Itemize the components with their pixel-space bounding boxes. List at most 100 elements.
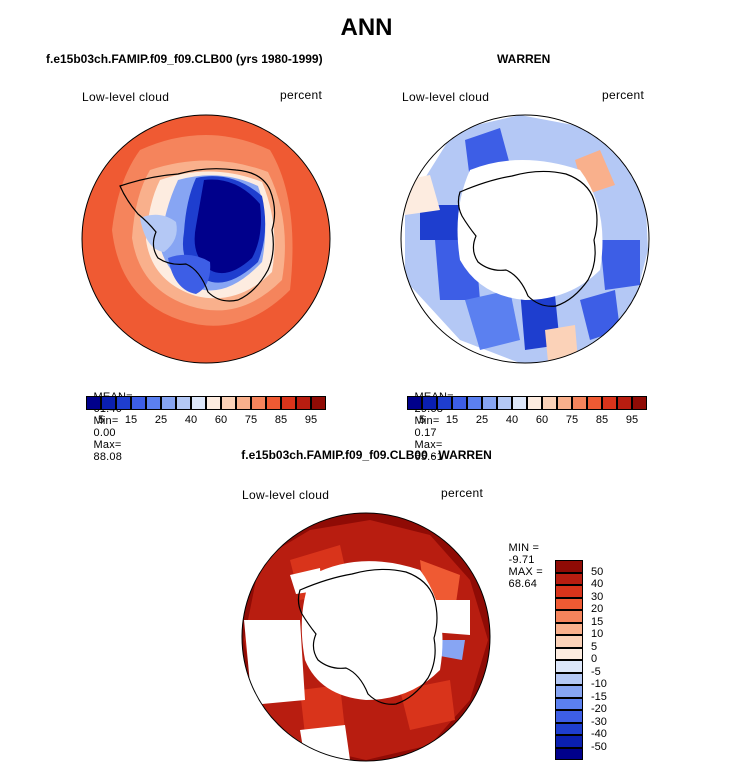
obs-map-border [400,114,650,364]
diff-colorbar-tick: 0 [591,653,598,665]
obs-colorbar-tick: 40 [505,414,519,426]
model-colorbar-box [251,396,266,410]
diff-colorbar-box [555,635,583,648]
diff-colorbar-tick: 50 [591,565,604,578]
model-colorbar-box [296,396,311,410]
diff-colorbar-tick: 15 [591,615,604,628]
obs-colorbar-box [467,396,482,410]
model-colorbar-box [236,396,251,410]
diff-colorbar-box [555,647,583,660]
obs-colorbar-box [572,396,587,410]
diff-colorbar-box [555,735,583,748]
diff-colorbar-box [555,722,583,735]
diff-colorbar-tick: 40 [591,578,604,590]
diff-colorbar-box [555,747,583,760]
model-colorbar-tick: 60 [214,414,228,426]
obs-colorbar-tick: 85 [595,414,609,426]
obs-colorbar-tick: 75 [565,414,579,426]
diff-polar-map [242,513,490,761]
diff-colorbar-tick: -30 [591,715,607,728]
diff-colorbar-box [555,685,583,698]
model-colorbar-box [176,396,191,410]
obs-min-value: 0.17 [414,427,437,439]
model-colorbar-tick: 15 [124,414,138,426]
obs-colorbar-box [512,396,527,410]
diff-colorbar-tick: -15 [591,690,607,703]
obs-colorbar-box [557,396,572,410]
model-map-border [81,114,331,364]
obs-colorbar-box [407,396,422,410]
model-max-label: Max= [93,439,122,451]
diff-colorbar-tick: 5 [591,640,598,653]
model-colorbar-tick: 40 [184,414,198,426]
obs-panel-title: WARREN [497,52,551,66]
diff-units-label: percent [441,486,484,500]
model-colorbar-box [281,396,296,410]
diff-colorbar-box [555,660,583,673]
model-colorbar-tick: 25 [154,414,168,426]
diff-min-label: MIN = [508,542,540,554]
diff-colorbar-tick: 20 [591,603,604,615]
diff-colorbar-box [555,710,583,723]
diff-panel-title: f.e15b03ch.FAMIP.f09_f09.CLB00 - WARREN [241,448,492,462]
obs-colorbar-box [437,396,452,410]
model-colorbar-tick: 85 [274,414,288,426]
model-colorbar-box [116,396,131,410]
obs-colorbar-tick: 15 [445,414,459,426]
diff-coastline [297,568,438,705]
obs-colorbar: 5 15 25 40 60 75 85 95 [407,396,647,430]
model-colorbar-box [101,396,116,410]
diff-max-label: MAX = [508,566,543,578]
model-min-value: 0.00 [93,427,116,439]
obs-variable-label: Low-level cloud [402,90,490,104]
model-max-value: 88.08 [93,451,123,463]
obs-min-label: Min= [414,415,440,427]
diff-colorbar: 50 40 30 20 15 10 5 0 -5 -10 -15 -20 -30 -40 -50 [555,560,625,760]
obs-colorbar-box [482,396,497,410]
model-colorbar-tick: 95 [304,414,318,426]
obs-colorbar-box [452,396,467,410]
obs-polar-map [401,115,649,363]
model-colorbar-box [86,396,101,410]
obs-colorbar-box [542,396,557,410]
diff-colorbar-box [555,622,583,635]
obs-colorbar-box [527,396,542,410]
diff-colorbar-box [555,697,583,710]
model-colorbar-box [266,396,281,410]
diff-map-border [241,512,491,762]
model-units-label: percent [280,88,323,102]
diff-colorbar-box [555,560,583,573]
model-colorbar-tick: 75 [244,414,258,426]
obs-colorbar-box [587,396,602,410]
model-variable-label: Low-level cloud [82,90,170,104]
diff-colorbar-tick: 30 [591,590,604,603]
model-colorbar-box [221,396,236,410]
model-colorbar-box [146,396,161,410]
diff-colorbar-tick: -10 [591,678,607,690]
obs-colorbar-box [617,396,632,410]
model-colorbar-tick: 5 [97,414,105,426]
model-colorbar: 5 15 25 40 60 75 85 95 [86,396,326,430]
diff-colorbar-box [555,672,583,685]
model-panel-title: f.e15b03ch.FAMIP.f09_f09.CLB00 (yrs 1980… [46,52,323,66]
obs-units-label: percent [602,88,645,102]
diff-colorbar-tick: -40 [591,728,607,740]
diff-colorbar-tick: -20 [591,703,607,715]
diff-variable-label: Low-level cloud [242,488,330,502]
obs-coastline [457,170,598,307]
diff-min-value: -9.71 [508,554,535,566]
model-min-label: Min= [93,415,119,427]
obs-colorbar-box [632,396,647,410]
diff-colorbar-tick: 10 [591,628,604,640]
obs-colorbar-box [422,396,437,410]
obs-colorbar-box [602,396,617,410]
diff-colorbar-tick: -5 [591,665,601,678]
model-colorbar-box [206,396,221,410]
obs-colorbar-tick: 95 [625,414,639,426]
diff-colorbar-box [555,572,583,585]
diff-colorbar-box [555,597,583,610]
model-colorbar-box [161,396,176,410]
obs-max-label: Max= [414,439,443,451]
diff-colorbar-tick: -50 [591,740,607,753]
